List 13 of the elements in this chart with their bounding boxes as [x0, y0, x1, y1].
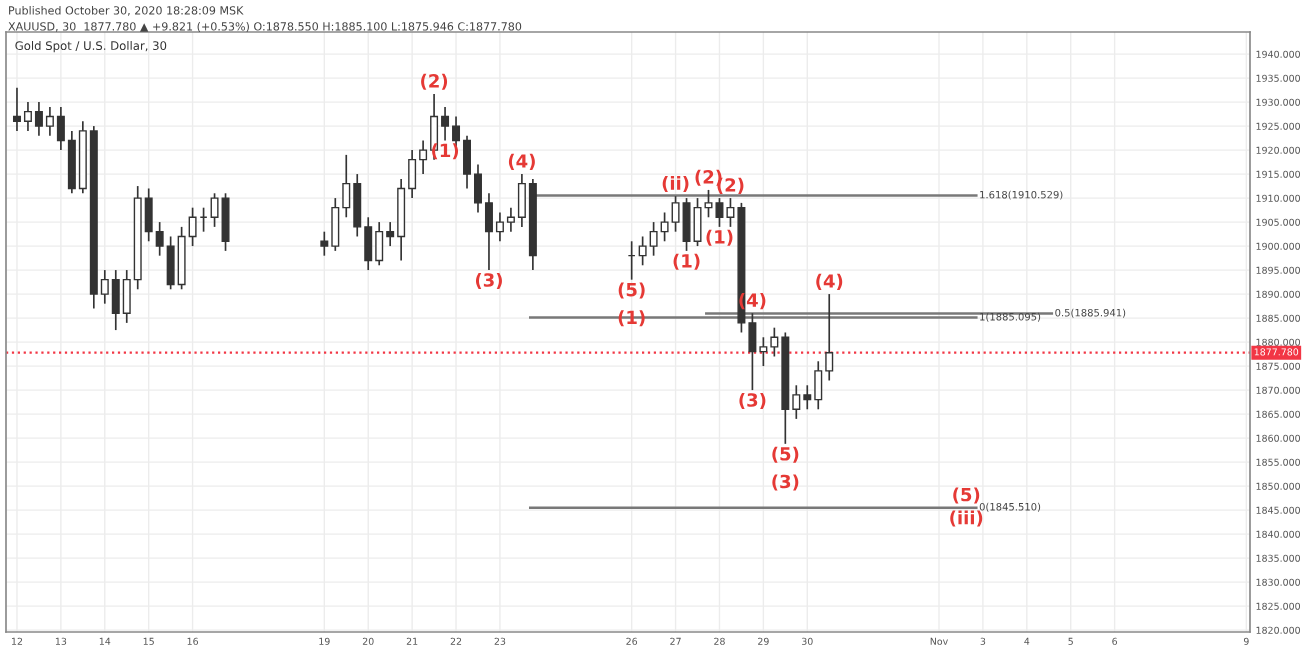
annotation: (4): [508, 153, 535, 170]
annotation: (5): [772, 446, 799, 463]
annotation: (1): [706, 229, 733, 246]
annotation: (4): [816, 273, 843, 290]
annotation: (1): [673, 253, 700, 270]
annotation: (5): [953, 487, 980, 504]
annotation: (3): [475, 272, 502, 289]
annotation: (iii): [950, 510, 983, 527]
annotation: (5): [618, 282, 645, 299]
annotation: (ii): [662, 175, 689, 193]
annotation: (3): [772, 474, 799, 491]
annotation: (3): [739, 392, 766, 409]
annotation: (2): [421, 73, 448, 90]
